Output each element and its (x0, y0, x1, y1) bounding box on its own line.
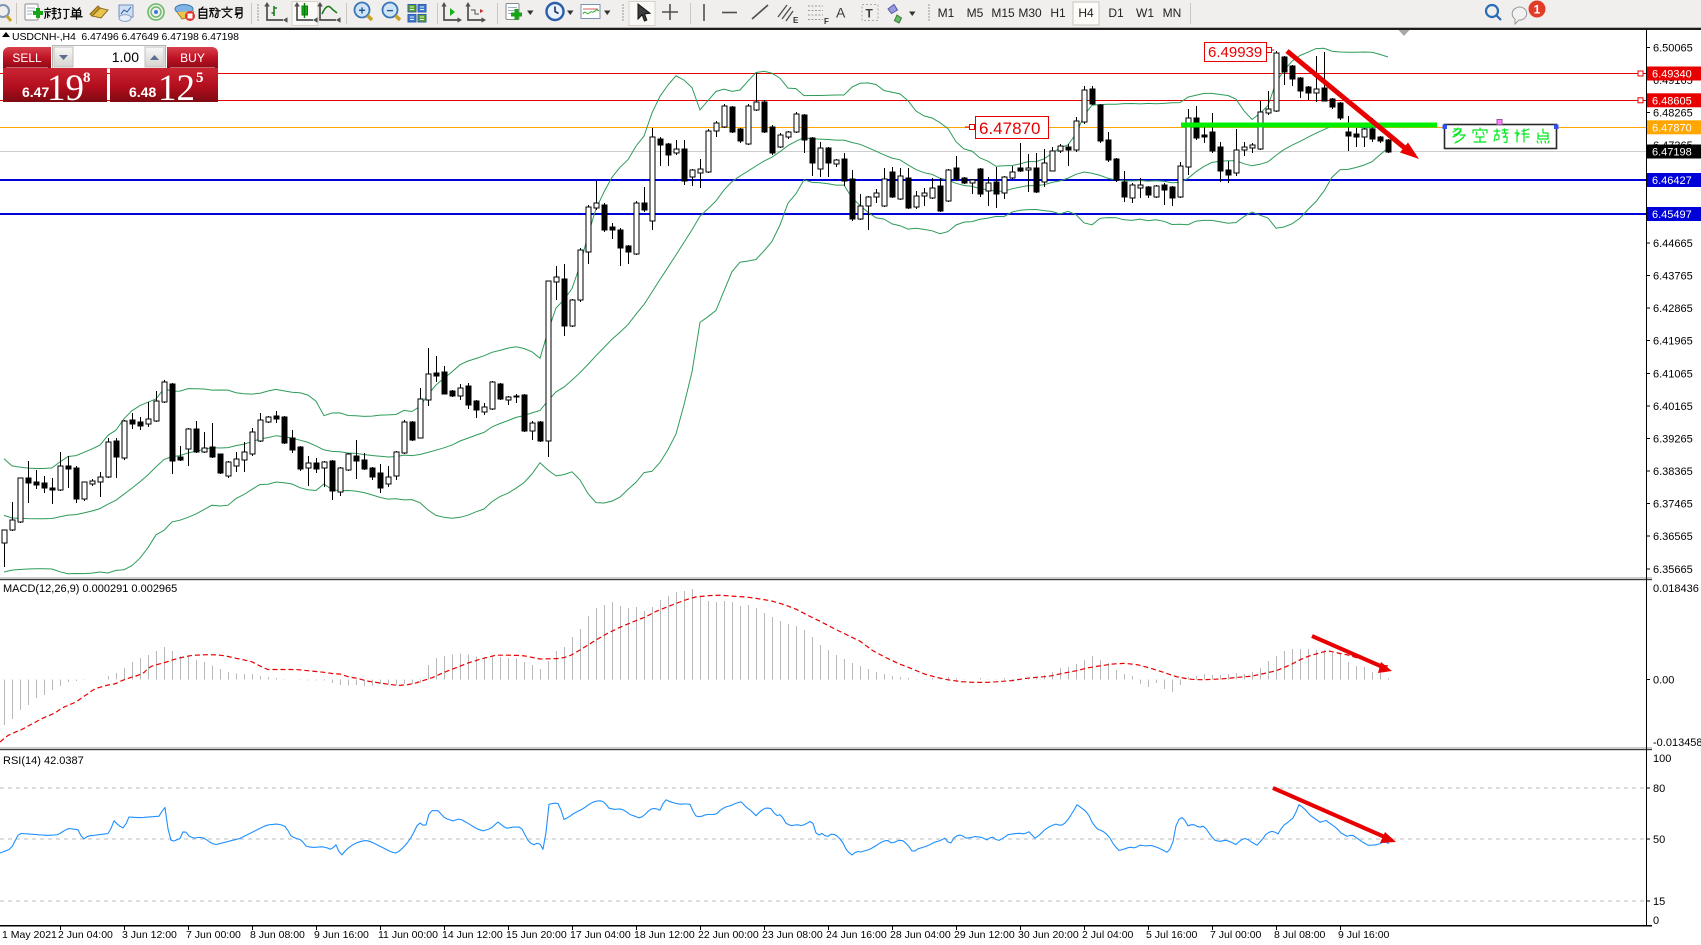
svg-text:8: 8 (83, 70, 91, 86)
svg-text:15 Jun 20:00: 15 Jun 20:00 (506, 929, 567, 941)
svg-text:3 Jun 12:00: 3 Jun 12:00 (122, 929, 177, 941)
svg-text:6.47870: 6.47870 (1652, 122, 1692, 134)
svg-text:6.49340: 6.49340 (1652, 69, 1692, 81)
svg-text:T: T (866, 7, 874, 21)
svg-text:11 Jun 00:00: 11 Jun 00:00 (378, 929, 438, 941)
svg-text:E: E (793, 16, 799, 25)
svg-text:0: 0 (1653, 915, 1659, 927)
svg-text:1 May 2021: 1 May 2021 (2, 929, 57, 941)
svg-text:W1: W1 (1136, 6, 1154, 20)
svg-text:8 Jul 08:00: 8 Jul 08:00 (1274, 929, 1326, 941)
svg-text:6.39265: 6.39265 (1653, 433, 1693, 445)
svg-text:M30: M30 (1018, 6, 1042, 20)
svg-text:7 Jun 00:00: 7 Jun 00:00 (186, 929, 241, 941)
svg-text:6.35665: 6.35665 (1653, 564, 1693, 576)
svg-text:6.48265: 6.48265 (1653, 108, 1693, 120)
svg-text:6.46427: 6.46427 (1652, 175, 1692, 187)
svg-text:6.47870: 6.47870 (979, 119, 1040, 138)
svg-text:24 Jun 16:00: 24 Jun 16:00 (826, 929, 887, 941)
svg-text:12: 12 (158, 68, 195, 109)
svg-text:5 Jul 16:00: 5 Jul 16:00 (1146, 929, 1198, 941)
svg-text:6.41965: 6.41965 (1653, 336, 1693, 348)
svg-text:6.40165: 6.40165 (1653, 401, 1693, 413)
svg-text:6.44665: 6.44665 (1653, 238, 1693, 250)
svg-text:29 Jun 12:00: 29 Jun 12:00 (954, 929, 1015, 941)
svg-text:0.018436: 0.018436 (1653, 583, 1699, 595)
svg-text:2 Jul 04:00: 2 Jul 04:00 (1082, 929, 1134, 941)
svg-text:RSI(14) 42.0387: RSI(14) 42.0387 (3, 755, 84, 767)
svg-text:23 Jun 08:00: 23 Jun 08:00 (762, 929, 823, 941)
svg-text:1: 1 (1534, 3, 1541, 17)
svg-text:MN: MN (1163, 6, 1182, 20)
svg-text:6.47198: 6.47198 (1652, 147, 1692, 159)
svg-text:2 Jun 04:00: 2 Jun 04:00 (58, 929, 113, 941)
svg-text:F: F (824, 17, 829, 26)
svg-text:6.41065: 6.41065 (1653, 368, 1693, 380)
svg-text:6.37465: 6.37465 (1653, 499, 1693, 511)
svg-text:14 Jun 12:00: 14 Jun 12:00 (442, 929, 503, 941)
svg-text:19: 19 (47, 68, 84, 109)
svg-text:A: A (836, 5, 846, 21)
svg-text:MACD(12,26,9) 0.000291 0.00296: MACD(12,26,9) 0.000291 0.002965 (3, 583, 177, 595)
svg-text:80: 80 (1653, 783, 1665, 795)
svg-text:M5: M5 (967, 6, 984, 20)
svg-text:M15: M15 (991, 6, 1015, 20)
svg-text:8 Jun 08:00: 8 Jun 08:00 (250, 929, 305, 941)
svg-text:USDCNH-,H4 6.47496 6.47649 6.: USDCNH-,H4 6.47496 6.47649 6.47198 6.471… (12, 31, 239, 43)
svg-text:BUY: BUY (180, 51, 205, 65)
svg-text:6.50065: 6.50065 (1653, 43, 1693, 55)
svg-text:D1: D1 (1108, 6, 1124, 20)
svg-text:5: 5 (196, 70, 204, 86)
svg-text:22 Jun 00:00: 22 Jun 00:00 (698, 929, 759, 941)
svg-text:9 Jul 16:00: 9 Jul 16:00 (1338, 929, 1390, 941)
svg-text:50: 50 (1653, 834, 1665, 846)
svg-text:9 Jun 16:00: 9 Jun 16:00 (314, 929, 369, 941)
svg-text:100: 100 (1653, 753, 1671, 765)
svg-text:6.45497: 6.45497 (1652, 209, 1692, 221)
svg-text:H4: H4 (1078, 6, 1094, 20)
svg-text:30 Jun 20:00: 30 Jun 20:00 (1018, 929, 1079, 941)
svg-text:6.38365: 6.38365 (1653, 466, 1693, 478)
svg-text:+: + (358, 4, 365, 18)
svg-text:15: 15 (1653, 896, 1665, 908)
svg-text:6.43765: 6.43765 (1653, 271, 1693, 283)
svg-text:6.36565: 6.36565 (1653, 531, 1693, 543)
svg-text:6.47: 6.47 (22, 84, 49, 100)
svg-text:6.42865: 6.42865 (1653, 303, 1693, 315)
svg-text:-0.013458: -0.013458 (1653, 737, 1701, 749)
svg-text:1.00: 1.00 (112, 49, 139, 65)
svg-text:6.48: 6.48 (129, 84, 156, 100)
svg-text:0.00: 0.00 (1653, 674, 1674, 686)
svg-text:7 Jul 00:00: 7 Jul 00:00 (1210, 929, 1262, 941)
svg-text:28 Jun 04:00: 28 Jun 04:00 (890, 929, 951, 941)
svg-text:H1: H1 (1050, 6, 1066, 20)
svg-text:18 Jun 12:00: 18 Jun 12:00 (634, 929, 695, 941)
svg-text:−: − (386, 4, 393, 18)
svg-text:17 Jun 04:00: 17 Jun 04:00 (570, 929, 631, 941)
svg-text:6.48605: 6.48605 (1652, 95, 1692, 107)
svg-text:6.49939: 6.49939 (1208, 44, 1262, 61)
svg-text:M1: M1 (938, 6, 955, 20)
svg-text:SELL: SELL (12, 51, 42, 65)
